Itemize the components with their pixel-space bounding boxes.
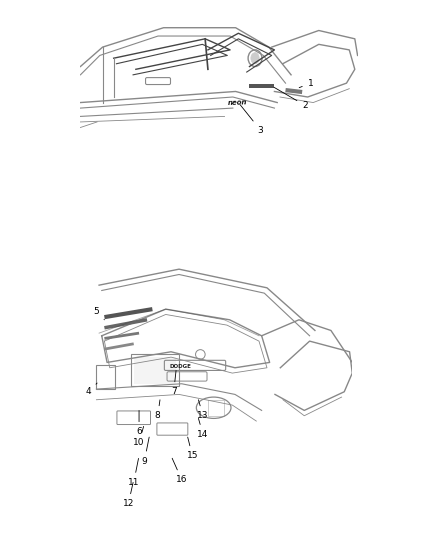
Bar [131,354,179,386]
Text: 7: 7 [171,370,177,396]
Text: 4: 4 [85,383,97,396]
Text: 6: 6 [136,410,142,436]
Text: 3: 3 [240,104,263,135]
Text: 14: 14 [198,418,208,439]
Bar [134,357,177,384]
Text: 5: 5 [94,308,104,320]
Text: DODGE: DODGE [170,364,191,369]
Text: 11: 11 [128,458,139,487]
Text: 9: 9 [141,437,149,465]
Text: 2: 2 [274,87,308,110]
Bar [250,84,275,88]
Text: 8: 8 [155,400,161,420]
Text: 1: 1 [299,79,313,87]
Text: 10: 10 [133,426,145,447]
Text: 12: 12 [123,482,134,508]
Bar [96,365,115,389]
Text: neon: neon [227,100,247,106]
Text: 15: 15 [187,437,198,460]
Ellipse shape [251,53,259,64]
Text: 13: 13 [197,400,209,420]
Text: 16: 16 [172,458,187,484]
